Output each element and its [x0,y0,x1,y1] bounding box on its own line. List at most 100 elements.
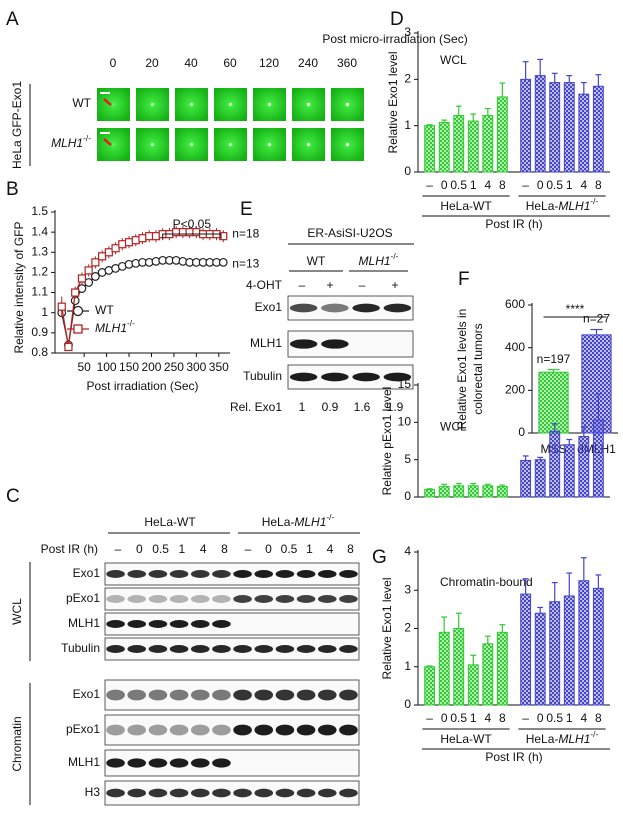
blot-band [148,570,168,578]
y-tick-label: 2 [404,621,411,635]
lane-label: – [115,542,122,556]
blot-band [296,570,316,578]
lane-label: + [391,278,398,292]
blot-band [106,689,125,701]
lane-label: 8 [347,542,354,556]
row-label: MLH1-/- [51,133,91,150]
annotation: Chromatin-bound [440,575,533,589]
bar [424,125,436,173]
blot-band [352,303,380,313]
quant-value: 1.9 [387,400,404,414]
cell-line-label: ER-AsiSI-U2OS [307,226,392,240]
irradiation-spot [345,142,350,147]
bar [424,489,436,498]
superscript: -/- [127,318,135,328]
blot-band [127,595,147,603]
axis-label: Post IR (h) [41,542,98,556]
blot-band [190,689,210,701]
irradiation-spot [228,102,233,107]
blot-band [148,724,168,736]
n-label: n=27 [583,312,610,326]
bar [520,459,532,498]
label-part: HeLa- [526,732,559,746]
blot-band [212,689,231,701]
irradiation-spot [111,142,116,147]
blot-band [352,372,380,382]
blot-band [233,689,252,701]
marker [145,232,154,241]
bar [592,587,604,706]
blot-band [212,724,231,736]
gene-name: MLH1 [359,254,391,268]
blot-band [339,724,358,736]
marker [98,252,107,261]
blot-band [339,570,358,578]
marker [131,236,140,245]
x-tick-label: 0 [441,711,448,725]
blot-band [190,595,210,603]
y-tick-label: 1.1 [31,285,48,299]
label-part: HeLa- [262,515,295,529]
quant-value: 1 [299,400,306,414]
bar [549,601,561,706]
blot-band [233,724,252,736]
x-tick-label: 1 [470,711,477,725]
row-label: Exo1 [73,687,101,701]
blot-band [106,595,125,603]
blot-frame [104,780,360,806]
marker [91,258,100,267]
blot-band [289,372,318,382]
y-tick-label: 15 [398,377,412,391]
row-label: MLH1 [68,755,100,769]
blot-band [106,788,125,798]
group-label: MLH1-/- [359,251,399,268]
lane-label: 8 [221,542,228,556]
label-part: HeLa-WT [440,732,492,746]
bar [482,114,494,173]
gene-name: MLH1 [294,515,326,529]
cell-line-label: HeLa GFP-Exo1 [10,81,24,169]
marker [71,288,80,297]
blot-band [190,758,210,768]
x-tick-label: 250 [164,360,184,374]
blot-band [190,788,210,798]
bar [496,486,508,498]
blot-band [212,645,231,653]
blot-band [148,758,168,768]
label-part: HeLa-WT [144,515,196,529]
group-label: HeLa-WT [440,199,492,213]
label-part: WT [95,303,114,317]
y-tick-label: 0.9 [31,325,48,339]
row-label: MLH1 [250,336,282,350]
blot-band [339,788,358,798]
blot-band [212,620,231,628]
bar [467,485,479,498]
blot-band [169,724,189,736]
blot-band [190,620,210,628]
x-tick-label: 0 [537,711,544,725]
blot-band [212,758,231,768]
marker [111,244,120,253]
marker [77,274,87,283]
bar [467,120,479,173]
irradiation-spot [306,142,311,147]
x-tick-label: – [426,711,433,725]
gene-name: MLH1 [558,732,590,746]
marker [104,248,113,257]
blot-band [148,788,168,798]
blot-band [254,570,274,578]
time-label: 0 [110,56,117,70]
bar [534,612,546,706]
blot-band [317,595,337,603]
panel-label: E [240,199,253,220]
blot-band [289,339,318,349]
group-label: WT [307,254,326,268]
blot-band [148,595,168,603]
y-axis-label: Relative Exo1 level [386,51,400,153]
x-tick-label: 1 [566,178,573,192]
x-tick-label: 50 [77,360,91,374]
row-label: MLH1 [68,616,100,630]
blot-band [127,689,147,701]
blot-band [106,645,125,653]
